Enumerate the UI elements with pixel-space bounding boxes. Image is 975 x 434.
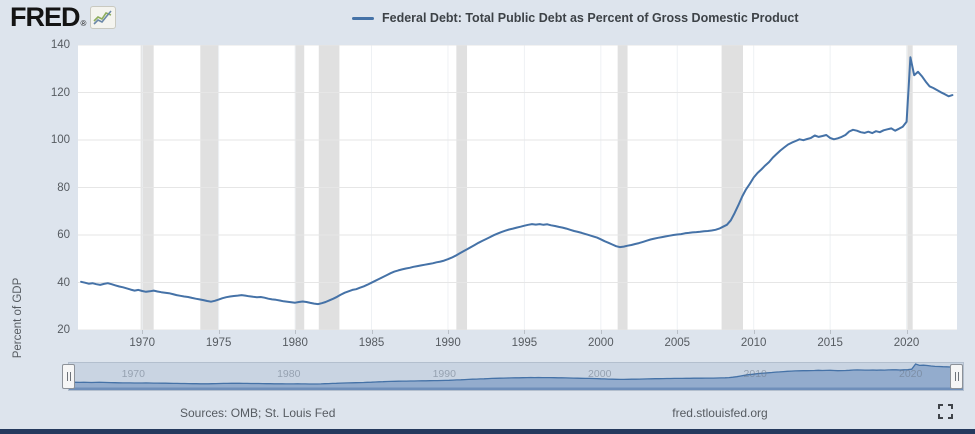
plot-area[interactable] [78, 45, 957, 330]
chart-header: FRED ® Federal Debt: Total Public Debt a… [0, 0, 975, 36]
x-tick-mark [600, 330, 602, 334]
registered-mark: ® [80, 19, 87, 28]
x-tick-label: 2015 [817, 337, 843, 349]
chart-footer: Sources: OMB; St. Louis Fed fred.stlouis… [0, 398, 975, 429]
y-tick-label: 20 [57, 324, 70, 336]
main-chart-svg [78, 45, 957, 330]
x-tick-label: 1990 [435, 337, 461, 349]
x-tick-label: 2000 [588, 337, 614, 349]
fullscreen-icon[interactable] [938, 404, 956, 422]
y-tick-label: 140 [50, 39, 70, 51]
y-tick-label: 40 [57, 276, 70, 289]
x-tick-mark [677, 330, 679, 334]
x-tick-label: 1970 [129, 337, 155, 349]
mini-area-fill [69, 364, 963, 390]
x-tick-mark [142, 330, 144, 334]
mini-chart-svg [69, 363, 963, 390]
x-tick-label: 2020 [893, 337, 920, 349]
sparkline-icon [90, 5, 117, 29]
mini-area-outline [72, 363, 959, 385]
x-tick-mark [218, 330, 220, 334]
x-tick-label: 1980 [282, 337, 308, 349]
y-tick-label: 120 [50, 86, 70, 99]
x-tick-mark [524, 330, 526, 334]
x-tick-mark [295, 330, 297, 334]
x-tick-mark [830, 330, 832, 334]
fred-logo-text: FRED [10, 2, 80, 32]
range-selector[interactable] [68, 362, 964, 391]
fred-logo[interactable]: FRED ® [10, 2, 117, 32]
y-tick-label: 100 [50, 134, 70, 146]
series-title: Federal Debt: Total Public Debt as Perce… [382, 11, 799, 25]
y-tick-label: 80 [57, 181, 70, 194]
y-axis-title: Percent of GDP [12, 277, 24, 359]
x-tick-mark [906, 330, 908, 334]
x-tick-label: 1975 [205, 337, 232, 349]
mini-baseline [69, 387, 963, 390]
x-tick-label: 1995 [511, 337, 538, 349]
x-tick-mark [371, 330, 373, 334]
x-tick-label: 1985 [358, 337, 385, 349]
range-handle-right[interactable] [950, 364, 963, 389]
sources-text[interactable]: Sources: OMB; St. Louis Fed [180, 406, 336, 420]
series-legend[interactable]: Federal Debt: Total Public Debt as Perce… [352, 0, 799, 36]
range-handle-left[interactable] [62, 364, 75, 389]
site-link[interactable]: fred.stlouisfed.org [672, 406, 768, 420]
series-color-dash [352, 16, 374, 20]
x-tick-mark [447, 330, 449, 334]
x-tick-label: 2005 [664, 337, 691, 349]
y-tick-label: 60 [57, 229, 70, 241]
x-tick-label: 2010 [740, 337, 767, 349]
data-series-line [80, 56, 954, 306]
bottom-accent-bar [0, 429, 975, 434]
x-tick-mark [753, 330, 755, 334]
